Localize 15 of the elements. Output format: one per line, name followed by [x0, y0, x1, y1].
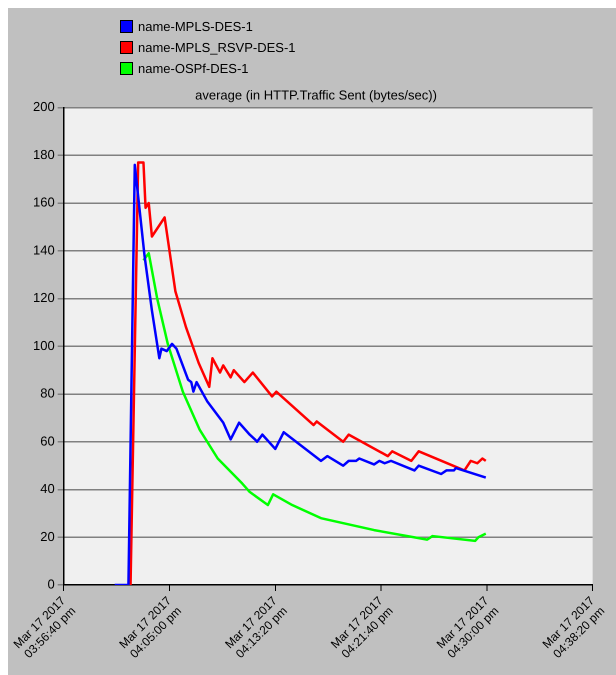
- legend-label: name-MPLS_RSVP-DES-1: [138, 40, 296, 55]
- legend-label: name-MPLS-DES-1: [138, 19, 253, 34]
- y-tick-label: 200: [32, 99, 55, 114]
- y-tick-label: 180: [32, 146, 55, 162]
- legend-label: name-OSPf-DES-1: [138, 61, 249, 76]
- y-tick-label: 100: [32, 338, 55, 353]
- y-tick-label: 120: [32, 290, 55, 306]
- y-tick-label: 40: [40, 481, 55, 496]
- y-tick-label: 0: [47, 576, 55, 592]
- y-tick-label: 80: [40, 386, 55, 401]
- chart-title: average (in HTTP.Traffic Sent (bytes/sec)): [195, 87, 437, 102]
- y-tick-label: 60: [40, 433, 55, 448]
- y-tick-label: 20: [40, 528, 55, 544]
- y-tick-label: 140: [32, 242, 55, 258]
- y-tick-label: 160: [32, 194, 55, 210]
